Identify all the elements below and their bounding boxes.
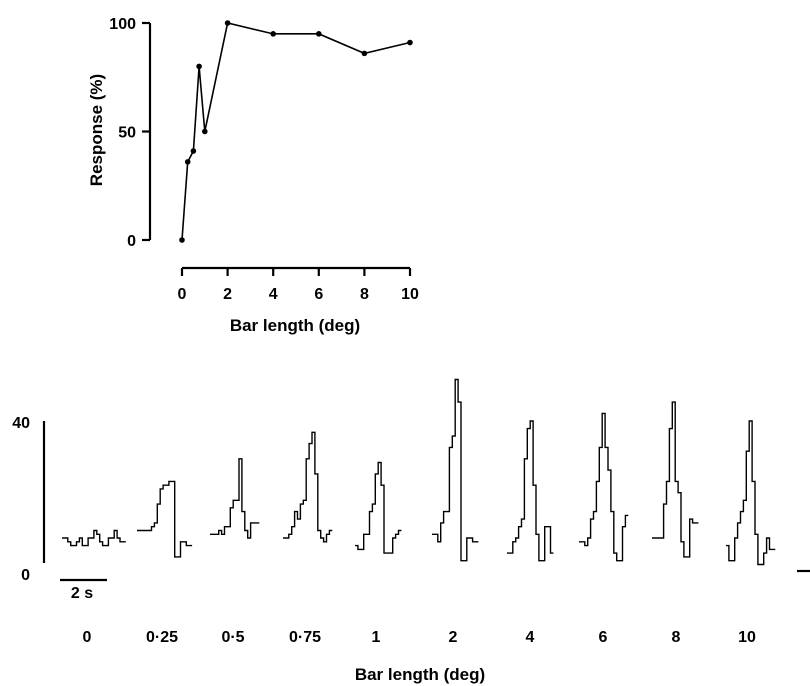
histogram-category-label: 0·25 bbox=[146, 629, 178, 646]
response-histogram bbox=[507, 420, 554, 562]
line-chart-x-tick-label: 0 bbox=[178, 286, 187, 303]
data-point bbox=[179, 237, 185, 243]
histogram-xlabel: Bar length (deg) bbox=[355, 665, 485, 684]
line-chart-ylabel: Response (%) bbox=[87, 74, 106, 186]
data-point bbox=[407, 39, 413, 46]
data-point bbox=[270, 31, 277, 37]
histogram-category-label: 2 bbox=[449, 629, 458, 646]
response-histogram bbox=[432, 378, 479, 562]
response-histogram bbox=[283, 431, 333, 543]
histogram-category-label: 10 bbox=[738, 629, 756, 646]
response-histogram bbox=[579, 412, 629, 562]
data-point bbox=[184, 159, 191, 165]
histogram-panel: Bar length (deg) 2 s 0 40 0 0·25 0·5 0·75 1 2 4 6… bbox=[12, 378, 810, 684]
line-chart-x-tick-label: 4 bbox=[269, 286, 278, 303]
line-chart-y-tick-label: 50 bbox=[118, 125, 136, 142]
response-histogram bbox=[62, 529, 126, 547]
line-chart-x-tick-label: 8 bbox=[360, 286, 369, 303]
line-chart-y-tick-label: 100 bbox=[109, 16, 136, 33]
response-histogram bbox=[726, 420, 776, 566]
response-histogram bbox=[652, 401, 699, 558]
histogram-category-label: 0·75 bbox=[289, 629, 321, 646]
histogram-category-label: 0·5 bbox=[221, 629, 244, 646]
line-chart-x-tick-label: 10 bbox=[401, 286, 419, 303]
histogram-category-label: 1 bbox=[372, 629, 381, 646]
histogram-category-label: 8 bbox=[672, 629, 681, 646]
response-vs-bar-length-chart: Response (%) Bar length (deg) 0 50 100 0 2 4 6… bbox=[87, 16, 419, 335]
scale-bar-label: 2 s bbox=[71, 585, 93, 602]
histogram-category-label: 6 bbox=[599, 629, 608, 646]
histogram-y-tick-label: 40 bbox=[12, 415, 30, 432]
response-histogram bbox=[210, 458, 260, 539]
data-point bbox=[190, 148, 197, 154]
data-point bbox=[202, 128, 208, 135]
data-point bbox=[224, 20, 231, 26]
line-chart-x-tick-label: 6 bbox=[314, 286, 323, 303]
data-point bbox=[361, 50, 368, 57]
data-point bbox=[316, 31, 322, 37]
data-point bbox=[196, 63, 202, 70]
response-histogram bbox=[355, 461, 402, 554]
line-chart-xlabel: Bar length (deg) bbox=[230, 316, 360, 335]
line-chart-y-tick-label: 0 bbox=[127, 233, 136, 250]
response-histogram bbox=[137, 480, 193, 558]
response-line bbox=[181, 22, 411, 241]
histogram-category-label: 0 bbox=[83, 629, 92, 646]
histogram-category-label: 4 bbox=[526, 629, 535, 646]
line-chart-x-tick-label: 2 bbox=[223, 286, 232, 303]
histogram-y-tick-label: 0 bbox=[21, 567, 30, 584]
